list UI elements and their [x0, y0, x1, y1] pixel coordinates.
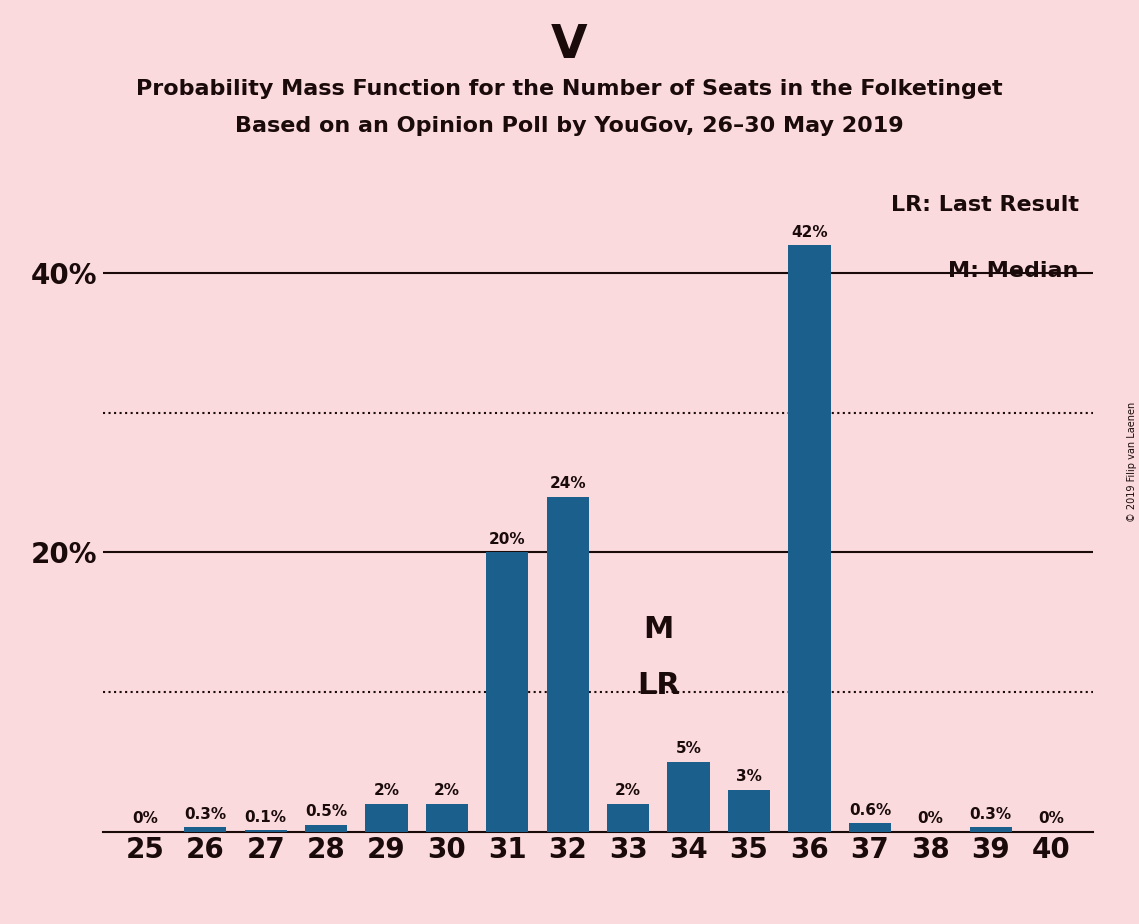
- Text: 0.5%: 0.5%: [305, 804, 347, 819]
- Bar: [849, 823, 891, 832]
- Text: V: V: [551, 23, 588, 68]
- Bar: [788, 246, 830, 832]
- Text: Based on an Opinion Poll by YouGov, 26–30 May 2019: Based on an Opinion Poll by YouGov, 26–3…: [235, 116, 904, 136]
- Text: © 2019 Filip van Laenen: © 2019 Filip van Laenen: [1126, 402, 1137, 522]
- Text: Probability Mass Function for the Number of Seats in the Folketinget: Probability Mass Function for the Number…: [137, 79, 1002, 99]
- Text: 5%: 5%: [675, 741, 702, 756]
- Text: 0.6%: 0.6%: [849, 803, 891, 818]
- Text: 2%: 2%: [374, 784, 400, 798]
- Text: M: Median: M: Median: [948, 261, 1079, 281]
- Bar: [667, 761, 710, 832]
- Text: 20%: 20%: [489, 532, 526, 547]
- Bar: [185, 827, 227, 832]
- Text: 0%: 0%: [1039, 811, 1064, 826]
- Bar: [969, 827, 1011, 832]
- Bar: [547, 496, 589, 832]
- Text: 0%: 0%: [132, 811, 157, 826]
- Bar: [245, 830, 287, 832]
- Bar: [486, 553, 528, 832]
- Text: 3%: 3%: [736, 769, 762, 784]
- Text: 0.3%: 0.3%: [969, 807, 1011, 821]
- Bar: [607, 804, 649, 832]
- Bar: [426, 804, 468, 832]
- Text: 2%: 2%: [615, 784, 641, 798]
- Text: 42%: 42%: [792, 225, 828, 239]
- Text: 0.1%: 0.1%: [245, 809, 287, 824]
- Text: 0.3%: 0.3%: [185, 807, 227, 821]
- Text: LR: LR: [637, 671, 680, 699]
- Text: 2%: 2%: [434, 784, 460, 798]
- Text: 0%: 0%: [917, 811, 943, 826]
- Bar: [305, 824, 347, 832]
- Bar: [728, 790, 770, 832]
- Bar: [366, 804, 408, 832]
- Text: LR: Last Result: LR: Last Result: [891, 195, 1079, 215]
- Text: M: M: [644, 614, 673, 644]
- Text: 24%: 24%: [549, 476, 587, 491]
